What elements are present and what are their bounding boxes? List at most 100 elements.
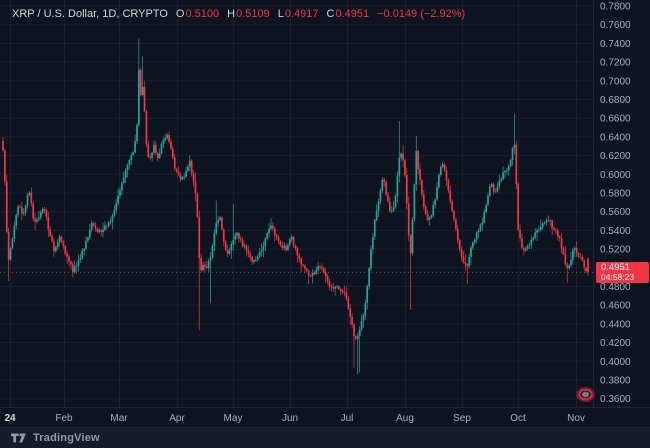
candle-body <box>141 86 144 95</box>
candle-body <box>492 184 495 192</box>
candle-body <box>24 205 27 213</box>
candle-body <box>556 230 559 237</box>
time-axis-month-label: Oct <box>510 413 526 424</box>
tradingview-attribution-link[interactable]: TradingView <box>33 432 100 444</box>
candle-body <box>236 233 238 236</box>
candle-body <box>98 230 101 232</box>
candle-body <box>451 201 453 211</box>
candle-body <box>409 235 412 254</box>
candle-body <box>402 153 404 161</box>
candle-wick <box>106 224 108 231</box>
candle-body <box>75 266 78 268</box>
candle-wick <box>127 163 128 178</box>
time-axis-month-label: Jun <box>282 413 298 424</box>
candle-body <box>258 252 261 257</box>
candle-wick <box>215 200 217 236</box>
candle-wick <box>304 264 306 274</box>
candle-body <box>334 286 336 289</box>
candle-wick <box>319 265 321 270</box>
candle-body <box>360 320 363 330</box>
candle-wick <box>23 208 25 216</box>
candle-body <box>270 225 272 229</box>
time-axis-month-label: Feb <box>55 413 73 424</box>
price-axis-label: 0.3600 <box>600 394 631 405</box>
candle-body <box>139 69 142 95</box>
candle-body <box>177 171 180 176</box>
candle-wick <box>559 235 561 242</box>
candle-body <box>41 208 44 213</box>
candle-body <box>56 242 59 248</box>
time-axis-month-label: Nov <box>567 413 585 424</box>
candle-body <box>430 215 433 218</box>
candle-body <box>34 218 36 222</box>
candle-body <box>583 260 586 268</box>
candle-wick <box>548 215 549 223</box>
candle-body <box>405 175 408 204</box>
candle-body <box>88 229 91 238</box>
candle-body <box>256 256 259 260</box>
candle-body <box>513 144 516 149</box>
candle-body <box>217 220 219 224</box>
candle-body <box>255 259 257 261</box>
candle-body <box>155 144 157 154</box>
candle-wick <box>44 206 45 214</box>
candle-body <box>456 228 459 241</box>
candle-body <box>53 240 55 252</box>
candle-body <box>562 248 565 255</box>
candle-body <box>266 233 269 239</box>
candle-body <box>426 213 429 220</box>
candle-body <box>136 125 138 142</box>
candle-body <box>481 222 484 225</box>
candle-body <box>87 237 89 241</box>
candle-body <box>413 184 416 220</box>
candle-body <box>211 245 214 258</box>
time-axis-month-label: Sep <box>453 413 471 424</box>
candle-body <box>205 266 208 268</box>
candle-body <box>145 111 148 145</box>
candle-wick <box>570 251 572 267</box>
candle-body <box>347 298 350 309</box>
price-axis[interactable]: 0.7800 0.7600 0.7400 0.7200 0.7000 0.6800 0.66… <box>600 2 631 406</box>
candle-wick <box>495 187 496 193</box>
candle-body <box>285 245 287 250</box>
candle-body <box>422 194 425 207</box>
candle-wick <box>340 287 342 296</box>
candle-body <box>249 253 252 257</box>
candle-wick <box>232 204 234 251</box>
candle-body <box>73 266 76 273</box>
candle-body <box>411 219 414 254</box>
candle-body <box>54 247 57 252</box>
candle-body <box>221 217 223 230</box>
candle-body <box>207 260 210 268</box>
candle-body <box>173 157 176 169</box>
candle-body <box>170 141 172 149</box>
candle-body <box>188 160 191 167</box>
candle-body <box>507 166 510 171</box>
candle-body <box>196 193 199 217</box>
candle-body <box>473 239 476 243</box>
candle-body <box>577 253 580 257</box>
candle-body <box>372 236 374 249</box>
candle-body <box>70 261 72 265</box>
candle-body <box>366 286 369 304</box>
candle-body <box>421 180 423 195</box>
candle-body <box>464 262 467 265</box>
candle-body <box>560 238 563 249</box>
symbol-title[interactable]: XRP / U.S. Dollar, 1D, CRYPTO <box>12 8 168 20</box>
candle-body <box>281 245 284 248</box>
candle-body <box>90 223 93 230</box>
candle-body <box>222 229 225 242</box>
candle-body <box>294 245 297 249</box>
candle-wick <box>206 260 208 270</box>
candle-body <box>319 266 321 268</box>
candle-body <box>428 217 431 220</box>
candle-body <box>487 195 489 205</box>
candle-body <box>58 236 61 243</box>
time-axis[interactable]: 24 Feb Mar Apr May Jun Jul Aug Sep Oct Nov <box>4 413 584 424</box>
candle-body <box>128 159 131 166</box>
candle-body <box>198 216 201 259</box>
candle-wick <box>410 234 411 310</box>
candle-body <box>338 286 340 290</box>
